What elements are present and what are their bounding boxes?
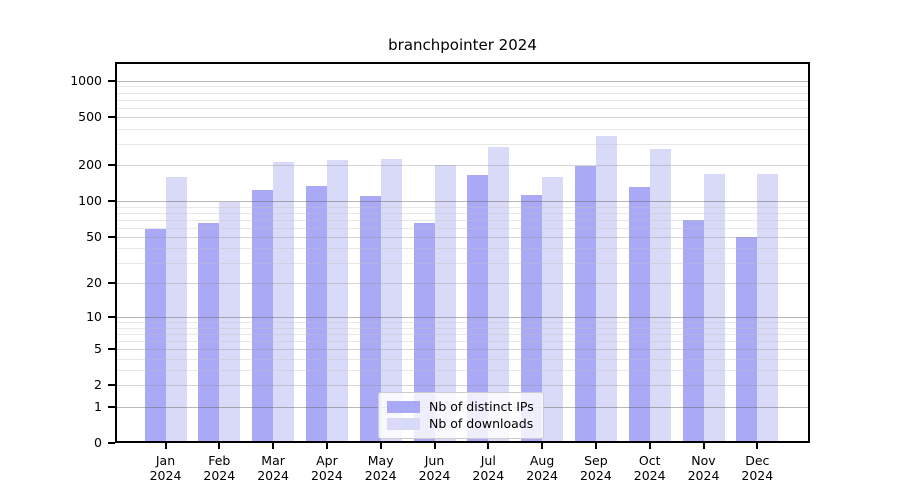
bar-nb-of-distinct-ips-jul-2024 xyxy=(467,175,489,443)
y-tick-label-500: 500 xyxy=(78,109,102,125)
x-tick-apr-2024 xyxy=(325,443,328,449)
plot-area: Nb of distinct IPs Nb of downloads xyxy=(115,62,810,443)
x-tick-nov-2024 xyxy=(702,443,705,449)
y-tick-label-2: 2 xyxy=(94,377,102,393)
bar-nb-of-downloads-mar-2024 xyxy=(273,162,295,443)
bar-nb-of-downloads-may-2024 xyxy=(380,158,402,443)
bar-nb-of-downloads-aug-2024 xyxy=(542,177,564,443)
bar-nb-of-distinct-ips-feb-2024 xyxy=(198,222,220,443)
x-tick-oct-2024 xyxy=(648,443,651,449)
bar-nb-of-distinct-ips-may-2024 xyxy=(359,196,381,443)
x-tick-may-2024 xyxy=(379,443,382,449)
y-tick-label-200: 200 xyxy=(78,157,102,173)
x-tick-label-dec-2024: Dec 2024 xyxy=(741,453,774,483)
x-tick-jul-2024 xyxy=(487,443,490,449)
bar-nb-of-downloads-feb-2024 xyxy=(219,202,241,443)
legend-swatch-downloads xyxy=(387,417,420,430)
x-tick-jan-2024 xyxy=(164,443,167,449)
x-tick-label-mar-2024: Mar 2024 xyxy=(257,453,289,483)
x-tick-feb-2024 xyxy=(218,443,221,449)
x-tick-aug-2024 xyxy=(541,443,544,449)
bar-nb-of-downloads-jun-2024 xyxy=(434,165,456,443)
x-tick-label-aug-2024: Aug 2024 xyxy=(526,453,558,483)
x-tick-label-may-2024: May 2024 xyxy=(364,453,397,483)
y-tick-label-0: 0 xyxy=(94,435,102,450)
bar-nb-of-downloads-sep-2024 xyxy=(595,135,617,443)
x-tick-label-jan-2024: Jan 2024 xyxy=(149,453,182,483)
y-tick-0 xyxy=(108,442,115,444)
legend-item-downloads: Nb of downloads xyxy=(387,415,535,432)
bar-nb-of-distinct-ips-dec-2024 xyxy=(736,236,758,443)
legend-label-distinct-ips: Nb of distinct IPs xyxy=(429,399,534,414)
y-tick-100 xyxy=(108,200,115,203)
y-tick-5 xyxy=(108,348,115,351)
y-tick-500 xyxy=(108,116,115,119)
bar-nb-of-downloads-apr-2024 xyxy=(326,159,348,443)
x-tick-label-nov-2024: Nov 2024 xyxy=(687,453,720,483)
y-tick-200 xyxy=(108,164,115,167)
bar-nb-of-downloads-jan-2024 xyxy=(165,176,187,443)
bar-nb-of-downloads-jul-2024 xyxy=(488,147,510,443)
y-tick-label-100: 100 xyxy=(78,193,102,209)
legend-item-distinct-ips: Nb of distinct IPs xyxy=(387,398,535,415)
x-tick-label-jun-2024: Jun 2024 xyxy=(418,453,451,483)
y-tick-label-10: 10 xyxy=(86,309,102,325)
bars-layer xyxy=(115,62,810,443)
bar-nb-of-downloads-oct-2024 xyxy=(649,149,671,443)
y-tick-2 xyxy=(108,384,115,387)
y-tick-1 xyxy=(108,405,115,408)
bar-nb-of-distinct-ips-aug-2024 xyxy=(521,195,543,443)
bar-nb-of-distinct-ips-oct-2024 xyxy=(628,187,650,443)
chart-title: branchpointer 2024 xyxy=(388,36,537,54)
y-tick-20 xyxy=(108,282,115,285)
legend-label-downloads: Nb of downloads xyxy=(429,416,534,431)
bar-nb-of-distinct-ips-sep-2024 xyxy=(574,165,596,443)
y-tick-label-50: 50 xyxy=(86,228,102,244)
bar-nb-of-distinct-ips-jan-2024 xyxy=(144,229,166,443)
x-tick-label-feb-2024: Feb 2024 xyxy=(203,453,236,483)
x-tick-sep-2024 xyxy=(594,443,597,449)
bar-nb-of-downloads-dec-2024 xyxy=(757,174,779,443)
bar-nb-of-distinct-ips-jun-2024 xyxy=(413,222,435,443)
legend: Nb of distinct IPs Nb of downloads xyxy=(378,392,544,439)
y-tick-label-5: 5 xyxy=(94,341,102,357)
bar-nb-of-downloads-nov-2024 xyxy=(703,173,725,443)
x-tick-dec-2024 xyxy=(756,443,759,449)
y-tick-50 xyxy=(108,235,115,238)
x-tick-label-jul-2024: Jul 2024 xyxy=(472,453,505,483)
bar-nb-of-distinct-ips-mar-2024 xyxy=(252,189,274,443)
x-tick-label-apr-2024: Apr 2024 xyxy=(310,453,343,483)
y-tick-label-20: 20 xyxy=(86,275,102,291)
x-tick-jun-2024 xyxy=(433,443,436,449)
x-tick-label-oct-2024: Oct 2024 xyxy=(633,453,666,483)
legend-swatch-distinct-ips xyxy=(387,400,420,413)
y-tick-10 xyxy=(108,316,115,319)
bar-nb-of-distinct-ips-nov-2024 xyxy=(682,219,704,443)
x-tick-mar-2024 xyxy=(272,443,275,449)
bar-nb-of-distinct-ips-apr-2024 xyxy=(305,186,327,443)
x-tick-label-sep-2024: Sep 2024 xyxy=(579,453,612,483)
y-tick-label-1000: 1000 xyxy=(70,72,102,88)
y-tick-1000 xyxy=(108,79,115,82)
y-tick-label-1: 1 xyxy=(94,398,102,414)
